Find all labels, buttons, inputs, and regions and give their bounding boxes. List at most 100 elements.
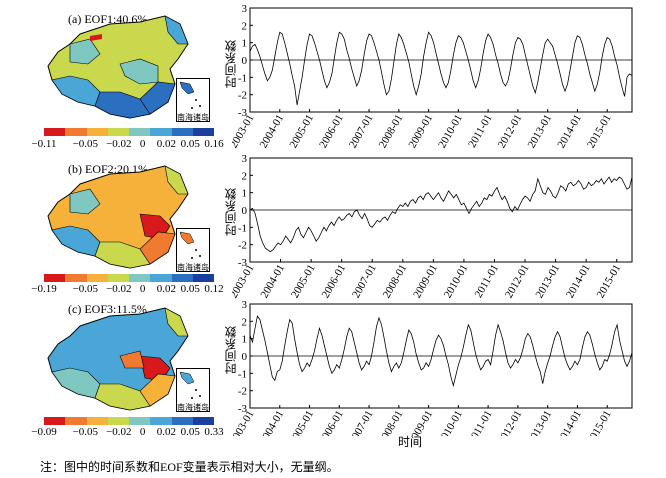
x-tick-label: 2010-01 — [436, 409, 465, 437]
cb-tick: 0.05 — [180, 426, 200, 438]
series-line — [249, 315, 633, 388]
colorbar-swatch — [129, 274, 151, 282]
cb-tick: −0.02 — [106, 283, 132, 295]
cb-tick: 0.33 — [204, 426, 224, 438]
x-tick-label: 2015-01 — [585, 113, 614, 151]
x-tick-label: 2003-01 — [232, 409, 257, 437]
cb-tick: 0.02 — [156, 138, 177, 150]
inset-map-c — [176, 368, 210, 412]
cb-tick: 0.05 — [180, 283, 200, 295]
cb-tick: −0.02 — [106, 426, 132, 438]
y-tick-label: 2 — [242, 316, 248, 328]
x-tick-label: 2006-01 — [320, 263, 349, 301]
colorbar-b — [44, 274, 214, 282]
colorbar-swatch — [65, 274, 87, 282]
y-tick-label: 1 — [242, 334, 248, 346]
x-tick-label: 2009-01 — [406, 409, 435, 437]
y-tick-label: 1 — [242, 38, 248, 50]
colorbar-swatch — [192, 274, 214, 282]
cb-tick: 0 — [139, 283, 146, 295]
x-tick-label: 2007-01 — [347, 113, 376, 151]
y-tick-label: -1 — [238, 72, 247, 84]
series-line — [249, 176, 633, 253]
x-tick-label: 2003-01 — [232, 263, 257, 301]
x-tick-label: 2009-01 — [406, 113, 435, 151]
x-tick-label: 2011-01 — [466, 409, 495, 437]
china-map-a — [47, 15, 189, 119]
colorbar-swatch — [44, 417, 66, 425]
cb-tick: −0.05 — [72, 138, 99, 150]
x-tick-label: 2009-01 — [411, 263, 440, 301]
colorbar-swatch — [192, 417, 214, 425]
footnote: 注：图中的时间系数和EOF变量表示相对大小，无量纲。 — [40, 460, 339, 474]
inset-map-a — [176, 78, 210, 122]
x-tick-label: 2014-01 — [555, 113, 584, 151]
x-tick-label: 2008-01 — [381, 263, 410, 301]
cb-tick: −0.05 — [72, 283, 99, 295]
cb-tick: 0.12 — [204, 283, 224, 295]
cb-tick: −0.11 — [31, 138, 57, 150]
cb-tick: 0.16 — [204, 138, 224, 150]
y-tick-label: -2 — [238, 386, 247, 398]
inset-map-b — [176, 228, 210, 272]
x-tick-label: 2014-01 — [555, 409, 584, 437]
colorbar-swatch — [65, 417, 87, 425]
cb-tick: −0.05 — [72, 426, 99, 438]
x-tick-label: 2008-01 — [377, 113, 406, 151]
cb-tick: −0.19 — [31, 283, 57, 295]
x-tick-label: 2011-01 — [466, 113, 495, 150]
colorbar-swatch — [44, 274, 66, 282]
y-tick-label: 3 — [242, 3, 248, 15]
x-tick-label: 2007-01 — [350, 263, 379, 301]
y-tick-label: 0 — [242, 55, 248, 67]
y-tick-label: 0 — [242, 205, 248, 217]
colorbar-a — [44, 128, 214, 136]
y-tick-label: -3 — [238, 403, 248, 415]
xlabel-c: 时间 — [398, 435, 423, 449]
panel-a: (a) EOF1:40.6% 南海诸岛 −0.11 −0.05 −0.02 0 … — [0, 0, 666, 150]
y-tick-label: 2 — [242, 170, 248, 182]
x-tick-label: 2004-01 — [258, 263, 287, 301]
colorbar-swatch — [171, 128, 193, 136]
cb-tick: 0.02 — [156, 426, 177, 438]
colorbar-swatch — [107, 128, 129, 136]
x-tick-label: 2011-01 — [473, 263, 502, 300]
x-tick-label: 2012-01 — [496, 409, 525, 437]
x-tick-label: 2013-01 — [533, 263, 562, 301]
y-tick-label: -2 — [238, 90, 247, 102]
colorbar-swatch — [107, 417, 129, 425]
colorbar-c — [44, 417, 214, 425]
x-tick-label: 2006-01 — [317, 409, 346, 437]
colorbar-swatch — [86, 128, 108, 136]
x-tick-label: 2006-01 — [317, 113, 346, 150]
colorbar-swatch — [150, 274, 172, 282]
x-tick-label: 2012-01 — [496, 113, 525, 151]
x-tick-label: 2015-01 — [595, 263, 624, 301]
y-tick-label: -2 — [238, 240, 247, 252]
x-tick-label: 2005-01 — [287, 113, 316, 151]
colorbar-swatch — [65, 128, 87, 136]
x-tick-label: 2010-01 — [436, 113, 465, 150]
inset-label-a: 南海诸岛 — [177, 113, 209, 122]
x-tick-label: 2007-01 — [347, 409, 376, 437]
panel-c: (c) EOF3:11.5% 南海诸岛 −0.09 −0.05 −0.02 0 … — [0, 296, 666, 456]
x-tick-label: 2013-01 — [526, 409, 555, 437]
y-tick-label: -3 — [238, 107, 248, 119]
colorbar-swatch — [86, 417, 108, 425]
y-tick-label: 3 — [242, 153, 248, 165]
y-tick-label: -3 — [238, 257, 248, 269]
colorbar-swatch — [107, 274, 129, 282]
colorbar-swatch — [86, 274, 108, 282]
y-tick-label: -1 — [238, 368, 247, 380]
cb-tick: −0.09 — [31, 426, 57, 438]
y-tick-label: 3 — [242, 299, 248, 311]
y-tick-label: 0 — [242, 351, 248, 363]
x-tick-label: 2012-01 — [503, 263, 532, 301]
colorbar-swatch — [44, 128, 66, 136]
china-map-c — [47, 307, 189, 411]
cb-tick: 0 — [139, 138, 146, 150]
cb-tick: −0.02 — [106, 138, 132, 150]
panel-b: (b) EOF2:20.1% 南海诸岛 −0.19 −0.05 −0.02 0 … — [0, 150, 666, 300]
